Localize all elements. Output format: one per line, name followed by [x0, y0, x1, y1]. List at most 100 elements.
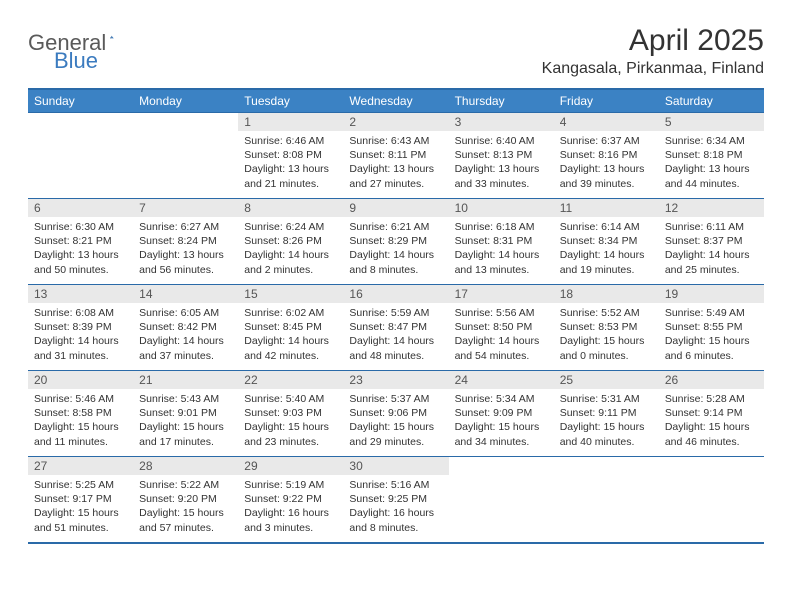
calendar-table: Sunday Monday Tuesday Wednesday Thursday…	[28, 88, 764, 544]
calendar-cell: 1Sunrise: 6:46 AMSunset: 8:08 PMDaylight…	[238, 113, 343, 199]
day-body: Sunrise: 6:08 AMSunset: 8:39 PMDaylight:…	[28, 303, 133, 369]
day-body: Sunrise: 5:25 AMSunset: 9:17 PMDaylight:…	[28, 475, 133, 541]
calendar-week-row: 13Sunrise: 6:08 AMSunset: 8:39 PMDayligh…	[28, 285, 764, 371]
day-number: 11	[554, 199, 659, 217]
calendar-cell: 23Sunrise: 5:37 AMSunset: 9:06 PMDayligh…	[343, 371, 448, 457]
calendar-cell: 21Sunrise: 5:43 AMSunset: 9:01 PMDayligh…	[133, 371, 238, 457]
title-block: April 2025 Kangasala, Pirkanmaa, Finland	[542, 24, 764, 78]
day-number: 30	[343, 457, 448, 475]
day-body: Sunrise: 6:30 AMSunset: 8:21 PMDaylight:…	[28, 217, 133, 283]
day-number: 29	[238, 457, 343, 475]
calendar-week-row: 27Sunrise: 5:25 AMSunset: 9:17 PMDayligh…	[28, 457, 764, 543]
calendar-cell: 14Sunrise: 6:05 AMSunset: 8:42 PMDayligh…	[133, 285, 238, 371]
day-number: 15	[238, 285, 343, 303]
day-number: 8	[238, 199, 343, 217]
day-body: Sunrise: 6:43 AMSunset: 8:11 PMDaylight:…	[343, 131, 448, 197]
calendar-cell: 27Sunrise: 5:25 AMSunset: 9:17 PMDayligh…	[28, 457, 133, 543]
day-body: Sunrise: 5:37 AMSunset: 9:06 PMDaylight:…	[343, 389, 448, 455]
calendar-cell: 26Sunrise: 5:28 AMSunset: 9:14 PMDayligh…	[659, 371, 764, 457]
calendar-cell: 28Sunrise: 5:22 AMSunset: 9:20 PMDayligh…	[133, 457, 238, 543]
day-number: 19	[659, 285, 764, 303]
calendar-body: 1Sunrise: 6:46 AMSunset: 8:08 PMDaylight…	[28, 113, 764, 543]
day-body: Sunrise: 5:34 AMSunset: 9:09 PMDaylight:…	[449, 389, 554, 455]
weekday-header-row: Sunday Monday Tuesday Wednesday Thursday…	[28, 89, 764, 113]
day-number: 21	[133, 371, 238, 389]
day-body: Sunrise: 5:56 AMSunset: 8:50 PMDaylight:…	[449, 303, 554, 369]
calendar-cell: 13Sunrise: 6:08 AMSunset: 8:39 PMDayligh…	[28, 285, 133, 371]
calendar-cell: 2Sunrise: 6:43 AMSunset: 8:11 PMDaylight…	[343, 113, 448, 199]
calendar-week-row: 6Sunrise: 6:30 AMSunset: 8:21 PMDaylight…	[28, 199, 764, 285]
calendar-cell: 25Sunrise: 5:31 AMSunset: 9:11 PMDayligh…	[554, 371, 659, 457]
day-number: 25	[554, 371, 659, 389]
calendar-cell: 29Sunrise: 5:19 AMSunset: 9:22 PMDayligh…	[238, 457, 343, 543]
calendar-cell: 5Sunrise: 6:34 AMSunset: 8:18 PMDaylight…	[659, 113, 764, 199]
day-body: Sunrise: 6:02 AMSunset: 8:45 PMDaylight:…	[238, 303, 343, 369]
location: Kangasala, Pirkanmaa, Finland	[542, 60, 764, 78]
day-number: 10	[449, 199, 554, 217]
calendar-cell: 15Sunrise: 6:02 AMSunset: 8:45 PMDayligh…	[238, 285, 343, 371]
day-body: Sunrise: 5:31 AMSunset: 9:11 PMDaylight:…	[554, 389, 659, 455]
logo-text-2: Blue	[54, 48, 98, 74]
day-number: 26	[659, 371, 764, 389]
day-number: 12	[659, 199, 764, 217]
day-number: 17	[449, 285, 554, 303]
calendar-cell: 12Sunrise: 6:11 AMSunset: 8:37 PMDayligh…	[659, 199, 764, 285]
day-body: Sunrise: 6:18 AMSunset: 8:31 PMDaylight:…	[449, 217, 554, 283]
day-number: 2	[343, 113, 448, 131]
weekday-header: Monday	[133, 89, 238, 113]
calendar-week-row: 1Sunrise: 6:46 AMSunset: 8:08 PMDaylight…	[28, 113, 764, 199]
day-number: 14	[133, 285, 238, 303]
day-body: Sunrise: 5:16 AMSunset: 9:25 PMDaylight:…	[343, 475, 448, 541]
day-body: Sunrise: 6:05 AMSunset: 8:42 PMDaylight:…	[133, 303, 238, 369]
calendar-cell	[133, 113, 238, 199]
weekday-header: Saturday	[659, 89, 764, 113]
calendar-cell: 24Sunrise: 5:34 AMSunset: 9:09 PMDayligh…	[449, 371, 554, 457]
calendar-cell: 3Sunrise: 6:40 AMSunset: 8:13 PMDaylight…	[449, 113, 554, 199]
calendar-week-row: 20Sunrise: 5:46 AMSunset: 8:58 PMDayligh…	[28, 371, 764, 457]
day-body: Sunrise: 6:37 AMSunset: 8:16 PMDaylight:…	[554, 131, 659, 197]
calendar-cell: 10Sunrise: 6:18 AMSunset: 8:31 PMDayligh…	[449, 199, 554, 285]
calendar-cell: 11Sunrise: 6:14 AMSunset: 8:34 PMDayligh…	[554, 199, 659, 285]
calendar-cell: 22Sunrise: 5:40 AMSunset: 9:03 PMDayligh…	[238, 371, 343, 457]
day-number: 9	[343, 199, 448, 217]
day-number: 22	[238, 371, 343, 389]
calendar-cell: 7Sunrise: 6:27 AMSunset: 8:24 PMDaylight…	[133, 199, 238, 285]
day-number: 24	[449, 371, 554, 389]
weekday-header: Friday	[554, 89, 659, 113]
day-body: Sunrise: 5:59 AMSunset: 8:47 PMDaylight:…	[343, 303, 448, 369]
calendar-cell: 17Sunrise: 5:56 AMSunset: 8:50 PMDayligh…	[449, 285, 554, 371]
calendar-cell	[554, 457, 659, 543]
calendar-cell: 8Sunrise: 6:24 AMSunset: 8:26 PMDaylight…	[238, 199, 343, 285]
calendar-cell: 4Sunrise: 6:37 AMSunset: 8:16 PMDaylight…	[554, 113, 659, 199]
day-number: 27	[28, 457, 133, 475]
calendar-cell	[28, 113, 133, 199]
day-body: Sunrise: 6:24 AMSunset: 8:26 PMDaylight:…	[238, 217, 343, 283]
day-number: 20	[28, 371, 133, 389]
day-number: 23	[343, 371, 448, 389]
calendar-cell	[449, 457, 554, 543]
day-body: Sunrise: 5:52 AMSunset: 8:53 PMDaylight:…	[554, 303, 659, 369]
day-body: Sunrise: 6:21 AMSunset: 8:29 PMDaylight:…	[343, 217, 448, 283]
day-number: 1	[238, 113, 343, 131]
day-body: Sunrise: 6:27 AMSunset: 8:24 PMDaylight:…	[133, 217, 238, 283]
calendar-cell: 20Sunrise: 5:46 AMSunset: 8:58 PMDayligh…	[28, 371, 133, 457]
day-number: 4	[554, 113, 659, 131]
calendar-cell: 6Sunrise: 6:30 AMSunset: 8:21 PMDaylight…	[28, 199, 133, 285]
calendar-cell: 19Sunrise: 5:49 AMSunset: 8:55 PMDayligh…	[659, 285, 764, 371]
day-number: 3	[449, 113, 554, 131]
month-title: April 2025	[542, 24, 764, 58]
day-body: Sunrise: 5:46 AMSunset: 8:58 PMDaylight:…	[28, 389, 133, 455]
day-body: Sunrise: 5:49 AMSunset: 8:55 PMDaylight:…	[659, 303, 764, 369]
day-body: Sunrise: 6:11 AMSunset: 8:37 PMDaylight:…	[659, 217, 764, 283]
calendar-cell: 30Sunrise: 5:16 AMSunset: 9:25 PMDayligh…	[343, 457, 448, 543]
calendar-cell: 16Sunrise: 5:59 AMSunset: 8:47 PMDayligh…	[343, 285, 448, 371]
day-number: 6	[28, 199, 133, 217]
day-body: Sunrise: 6:40 AMSunset: 8:13 PMDaylight:…	[449, 131, 554, 197]
day-body: Sunrise: 5:22 AMSunset: 9:20 PMDaylight:…	[133, 475, 238, 541]
weekday-header: Tuesday	[238, 89, 343, 113]
day-number: 16	[343, 285, 448, 303]
day-number: 13	[28, 285, 133, 303]
day-number: 18	[554, 285, 659, 303]
day-body: Sunrise: 5:19 AMSunset: 9:22 PMDaylight:…	[238, 475, 343, 541]
day-body: Sunrise: 6:34 AMSunset: 8:18 PMDaylight:…	[659, 131, 764, 197]
